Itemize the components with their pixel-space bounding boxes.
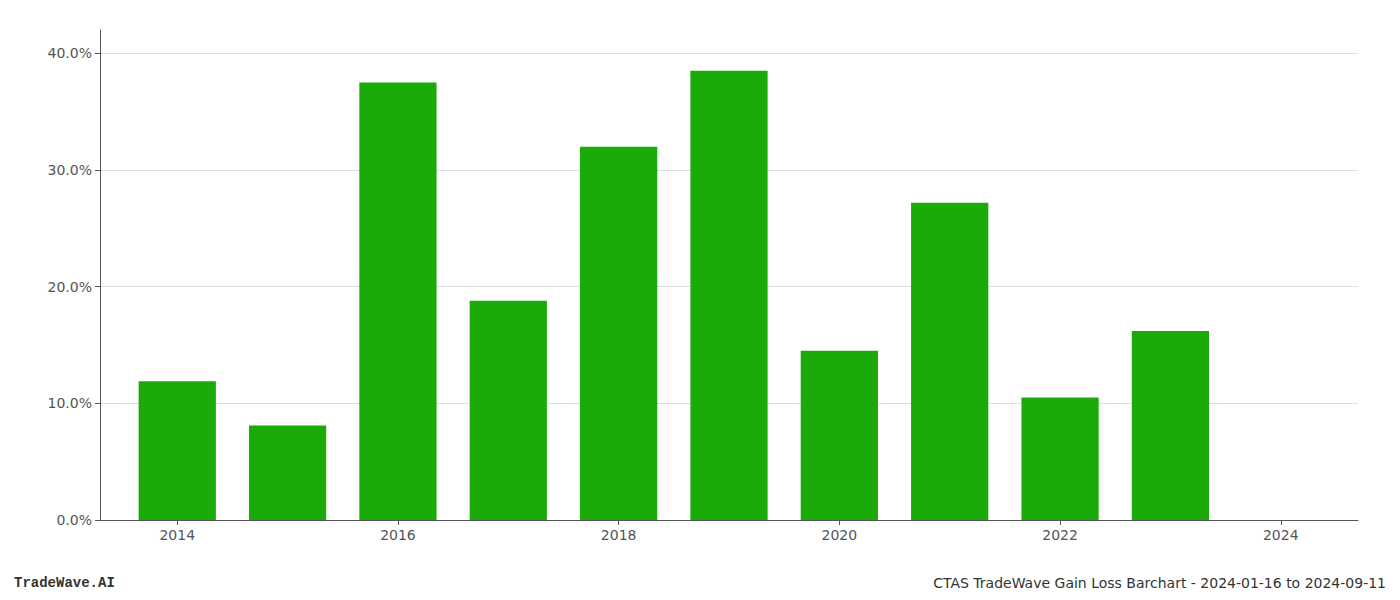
svg-text:2022: 2022	[1042, 527, 1078, 543]
svg-text:TradeWave.AI: TradeWave.AI	[14, 575, 115, 591]
svg-text:2014: 2014	[159, 527, 195, 543]
svg-text:0.0%: 0.0%	[56, 512, 92, 528]
svg-text:30.0%: 30.0%	[48, 162, 92, 178]
svg-text:2024: 2024	[1263, 527, 1299, 543]
svg-text:10.0%: 10.0%	[48, 395, 92, 411]
svg-text:CTAS TradeWave Gain Loss Barch: CTAS TradeWave Gain Loss Barchart - 2024…	[933, 575, 1386, 591]
svg-text:20.0%: 20.0%	[48, 279, 92, 295]
svg-text:2020: 2020	[822, 527, 858, 543]
svg-text:2018: 2018	[601, 527, 637, 543]
svg-text:40.0%: 40.0%	[48, 45, 92, 61]
svg-text:2016: 2016	[380, 527, 416, 543]
